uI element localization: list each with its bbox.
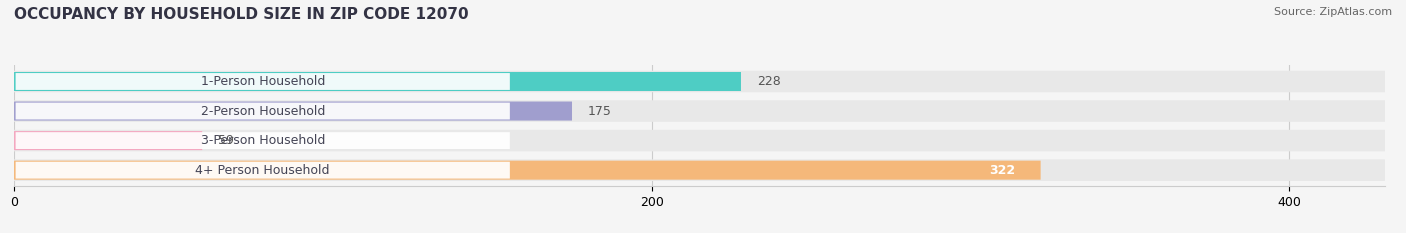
Text: 228: 228 xyxy=(756,75,780,88)
Text: Source: ZipAtlas.com: Source: ZipAtlas.com xyxy=(1274,7,1392,17)
FancyBboxPatch shape xyxy=(14,161,1040,180)
FancyBboxPatch shape xyxy=(15,132,510,149)
FancyBboxPatch shape xyxy=(15,162,510,178)
FancyBboxPatch shape xyxy=(14,131,202,150)
FancyBboxPatch shape xyxy=(15,73,510,90)
Text: 4+ Person Household: 4+ Person Household xyxy=(195,164,330,177)
Text: 322: 322 xyxy=(988,164,1015,177)
FancyBboxPatch shape xyxy=(14,130,1385,151)
FancyBboxPatch shape xyxy=(14,100,1385,122)
FancyBboxPatch shape xyxy=(14,159,1385,181)
FancyBboxPatch shape xyxy=(14,102,572,120)
FancyBboxPatch shape xyxy=(15,103,510,120)
Text: 2-Person Household: 2-Person Household xyxy=(201,105,325,117)
Text: 175: 175 xyxy=(588,105,612,117)
Text: 1-Person Household: 1-Person Household xyxy=(201,75,325,88)
Text: 3-Person Household: 3-Person Household xyxy=(201,134,325,147)
FancyBboxPatch shape xyxy=(14,71,1385,92)
Text: OCCUPANCY BY HOUSEHOLD SIZE IN ZIP CODE 12070: OCCUPANCY BY HOUSEHOLD SIZE IN ZIP CODE … xyxy=(14,7,468,22)
FancyBboxPatch shape xyxy=(14,72,741,91)
Text: 59: 59 xyxy=(218,134,233,147)
